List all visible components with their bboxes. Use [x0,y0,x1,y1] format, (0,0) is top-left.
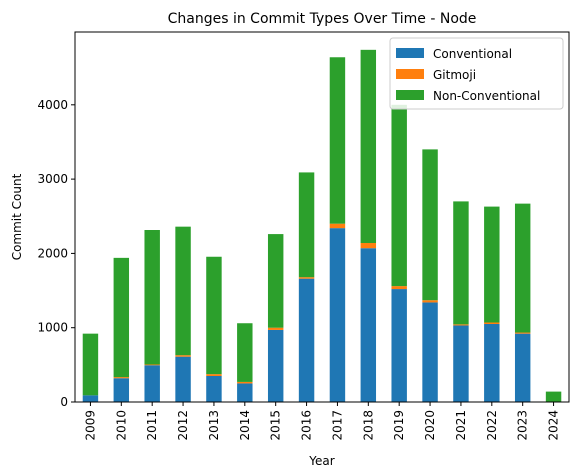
legend-swatch [396,69,424,79]
bar-gitmoji-2015 [267,327,284,330]
legend-swatch [396,90,424,100]
bar-non-conventional-2024 [545,391,562,402]
x-tick-label: 2014 [238,410,252,441]
bar-non-conventional-2017 [329,57,346,224]
x-tick-label: 2018 [361,410,375,441]
bar-conventional-2016 [298,278,315,402]
bar-gitmoji-2020 [422,300,438,303]
bar-conventional-2014 [237,383,253,402]
bar-conventional-2015 [267,329,284,402]
bar-gitmoji-2017 [329,223,346,229]
legend-swatch [396,48,424,58]
bar-gitmoji-2013 [206,374,222,376]
x-tick-label: 2011 [145,410,159,441]
bar-conventional-2011 [144,365,160,402]
bar-gitmoji-2011 [144,364,160,366]
plot-frame [74,31,570,403]
bar-gitmoji-2019 [391,286,407,290]
bar-conventional-2018 [360,248,377,402]
legend-label: Non-Conventional [433,89,540,103]
bar-conventional-2022 [484,323,500,402]
bar-conventional-2019 [391,289,407,402]
x-tick-label: 2010 [114,410,128,441]
legend: Conventional Gitmoji Non-Conventional [389,37,564,110]
chart-title: Changes in Commit Types Over Time - Node [168,11,477,27]
bar-non-conventional-2022 [484,206,500,323]
bar-non-conventional-2021 [453,201,469,325]
bar-non-conventional-2020 [422,149,438,301]
x-tick-label: 2020 [423,410,437,441]
x-tick-label: 2015 [269,410,283,441]
x-tick-label: 2019 [392,410,406,441]
bar-non-conventional-2012 [175,226,191,356]
x-axis-label: Year [308,454,334,468]
x-tick-label: 2009 [83,410,97,441]
bar-conventional-2013 [206,376,222,402]
x-tick-label: 2023 [516,410,530,441]
bar-gitmoji-2010 [113,377,130,379]
bar-non-conventional-2016 [298,172,315,278]
bar-conventional-2020 [422,302,438,402]
bar-gitmoji-2018 [360,243,377,249]
y-tick-label: 3000 [37,172,68,186]
x-axis-ticks: 2009 2010 2011 2012 2013 2014 2015 2016 2017 2018… [83,402,561,441]
bar-gitmoji-2022 [484,322,500,324]
bar-conventional-2010 [113,378,130,402]
y-axis-label: Commit Count [10,173,24,260]
bar-conventional-2023 [514,333,531,402]
bar-conventional-2021 [453,325,469,402]
bar-gitmoji-2016 [298,277,315,279]
x-tick-label: 2021 [454,410,468,441]
x-tick-label: 2024 [547,410,561,441]
x-tick-label: 2022 [485,410,499,441]
y-tick-label: 0 [60,395,68,409]
y-tick-label: 1000 [37,321,68,335]
bar-gitmoji-2012 [175,355,191,357]
legend-label: Gitmoji [433,68,476,82]
bar-non-conventional-2023 [514,203,531,333]
x-tick-label: 2017 [330,410,344,441]
y-tick-label: 2000 [37,246,68,260]
y-tick-label: 4000 [37,98,68,112]
x-tick-label: 2012 [176,410,190,441]
bar-non-conventional-2019 [391,104,407,287]
bar-gitmoji-2014 [237,381,253,384]
legend-label: Conventional [433,47,512,61]
bar-gitmoji-2021 [453,324,469,326]
y-axis-ticks: 0 1000 2000 3000 4000 [37,98,75,409]
bars-layer [82,49,562,402]
bar-conventional-2009 [82,395,99,402]
bar-non-conventional-2018 [360,49,377,243]
bar-non-conventional-2011 [144,230,160,365]
bar-non-conventional-2014 [237,323,253,382]
bar-non-conventional-2009 [82,333,99,396]
legend-box [389,37,564,110]
x-tick-label: 2016 [300,410,314,441]
bar-conventional-2017 [329,228,346,402]
bar-non-conventional-2010 [113,257,130,378]
bar-non-conventional-2015 [267,234,284,328]
bar-non-conventional-2013 [206,256,222,375]
bar-conventional-2012 [175,356,191,402]
bar-gitmoji-2023 [514,332,531,334]
x-tick-label: 2013 [207,410,221,441]
